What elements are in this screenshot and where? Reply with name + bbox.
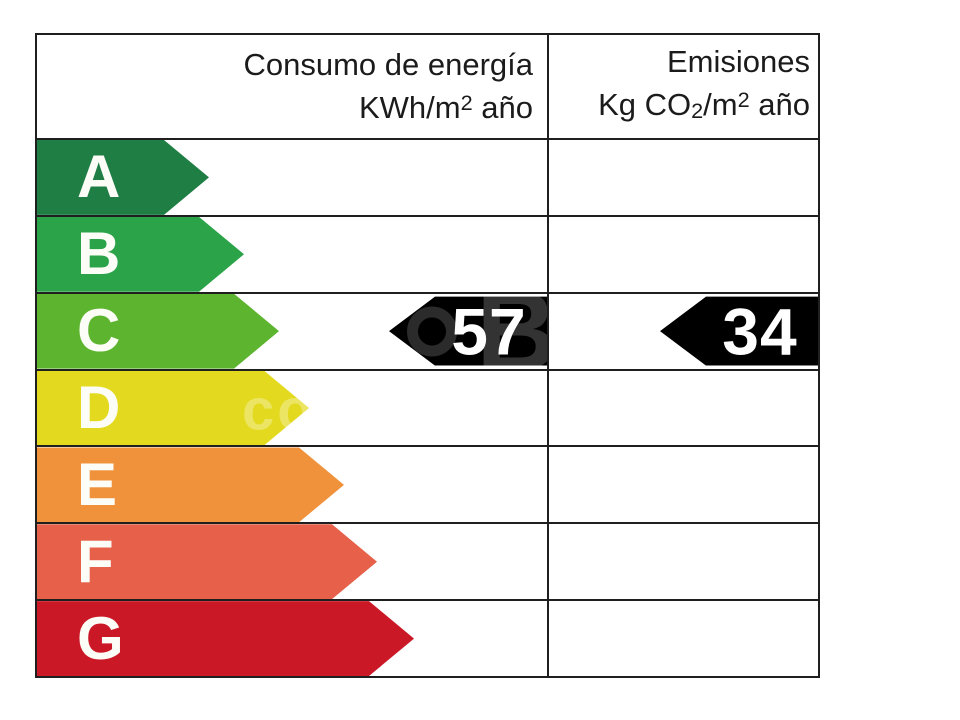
emissions-cell-d (547, 370, 818, 446)
header-consumption: Consumo de energía KWh/m2 año (37, 35, 547, 138)
watermark-text-fragment: co (242, 377, 316, 443)
grade-letter-g: G (77, 604, 124, 672)
consumption-value: 57 (451, 294, 527, 369)
grade-letter-e: E (77, 450, 118, 518)
emissions-value-arrow: 34 (660, 294, 818, 369)
watermark-logo: B (476, 268, 557, 394)
grade-letter-a: A (77, 143, 121, 211)
grade-letter-d: D (77, 374, 121, 441)
grade-arrow-c: C (37, 294, 279, 369)
consumption-cell-f: F (37, 524, 547, 599)
rating-row-c: C B 57 34 (37, 291, 818, 369)
emissions-cell-f (547, 524, 818, 600)
header-emissions-line1: Emisiones (667, 44, 810, 80)
consumption-cell-b: B (37, 217, 547, 292)
rating-table: Consumo de energía KWh/m2 año Emisiones … (35, 33, 820, 678)
consumption-cell-e: E (37, 447, 547, 522)
rating-row-a: A (37, 138, 818, 215)
consumption-cell-a: A (37, 140, 547, 215)
consumption-cell-g: G (37, 601, 547, 676)
grade-arrow-e: E (37, 447, 344, 522)
emissions-cell-c: 34 (547, 293, 818, 369)
emissions-cell-b (547, 216, 818, 292)
header-emissions: Emisiones Kg CO2/m2 año (547, 35, 818, 138)
emissions-value: 34 (722, 294, 798, 369)
rating-row-g: G (37, 599, 818, 677)
grade-arrow-a: A (37, 140, 209, 215)
table-header: Consumo de energía KWh/m2 año Emisiones … (37, 35, 818, 138)
header-consumption-line2: KWh/m2 año (358, 89, 533, 126)
grade-arrow-b: B (37, 217, 244, 292)
header-consumption-line1: Consumo de energía (243, 46, 533, 82)
grade-letter-b: B (77, 220, 121, 288)
emissions-cell-a (547, 140, 818, 215)
grade-letter-f: F (77, 527, 114, 595)
rating-row-b: B (37, 214, 818, 292)
header-emissions-line2: Kg CO2/m2 año (598, 87, 810, 123)
grade-letter-c: C (77, 297, 121, 365)
grade-arrow-g: G (37, 601, 414, 676)
rating-row-f: F (37, 522, 818, 600)
consumption-cell-c: C B 57 (37, 294, 547, 369)
watermark-ring (407, 306, 457, 357)
emissions-cell-e (547, 447, 818, 523)
rating-row-e: E (37, 445, 818, 523)
grade-arrow-f: F (37, 524, 377, 599)
consumption-value-arrow: B 57 (389, 294, 547, 369)
emissions-cell-g (547, 601, 818, 677)
